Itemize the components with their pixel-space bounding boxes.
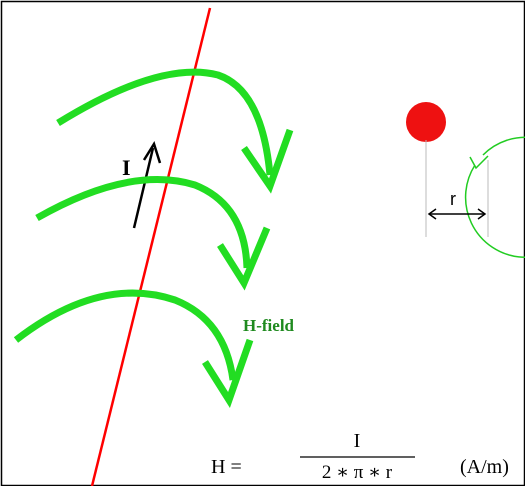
current-wire	[90, 7, 212, 486]
conductor-cross-section	[406, 102, 446, 142]
h-field-label: H-field	[243, 316, 295, 335]
circular-field-arrowhead	[469, 155, 489, 170]
current-label: I	[122, 155, 131, 180]
field-formula: H = I 2 ∗ π ∗ r (A/m)	[211, 430, 509, 483]
formula-denominator: 2 ∗ π ∗ r	[322, 462, 393, 483]
field-arrow-middle	[35, 176, 271, 291]
radius-arrow	[427, 208, 487, 220]
current-arrow	[132, 141, 162, 229]
formula-numerator: I	[354, 430, 361, 452]
field-arrow-bottom	[13, 289, 254, 408]
formula-unit: (A/m)	[460, 456, 509, 478]
circular-field-line	[464, 136, 525, 259]
formula-lhs: H =	[211, 456, 242, 478]
field-arrow-top	[56, 68, 294, 194]
radius-label: r	[450, 189, 456, 209]
